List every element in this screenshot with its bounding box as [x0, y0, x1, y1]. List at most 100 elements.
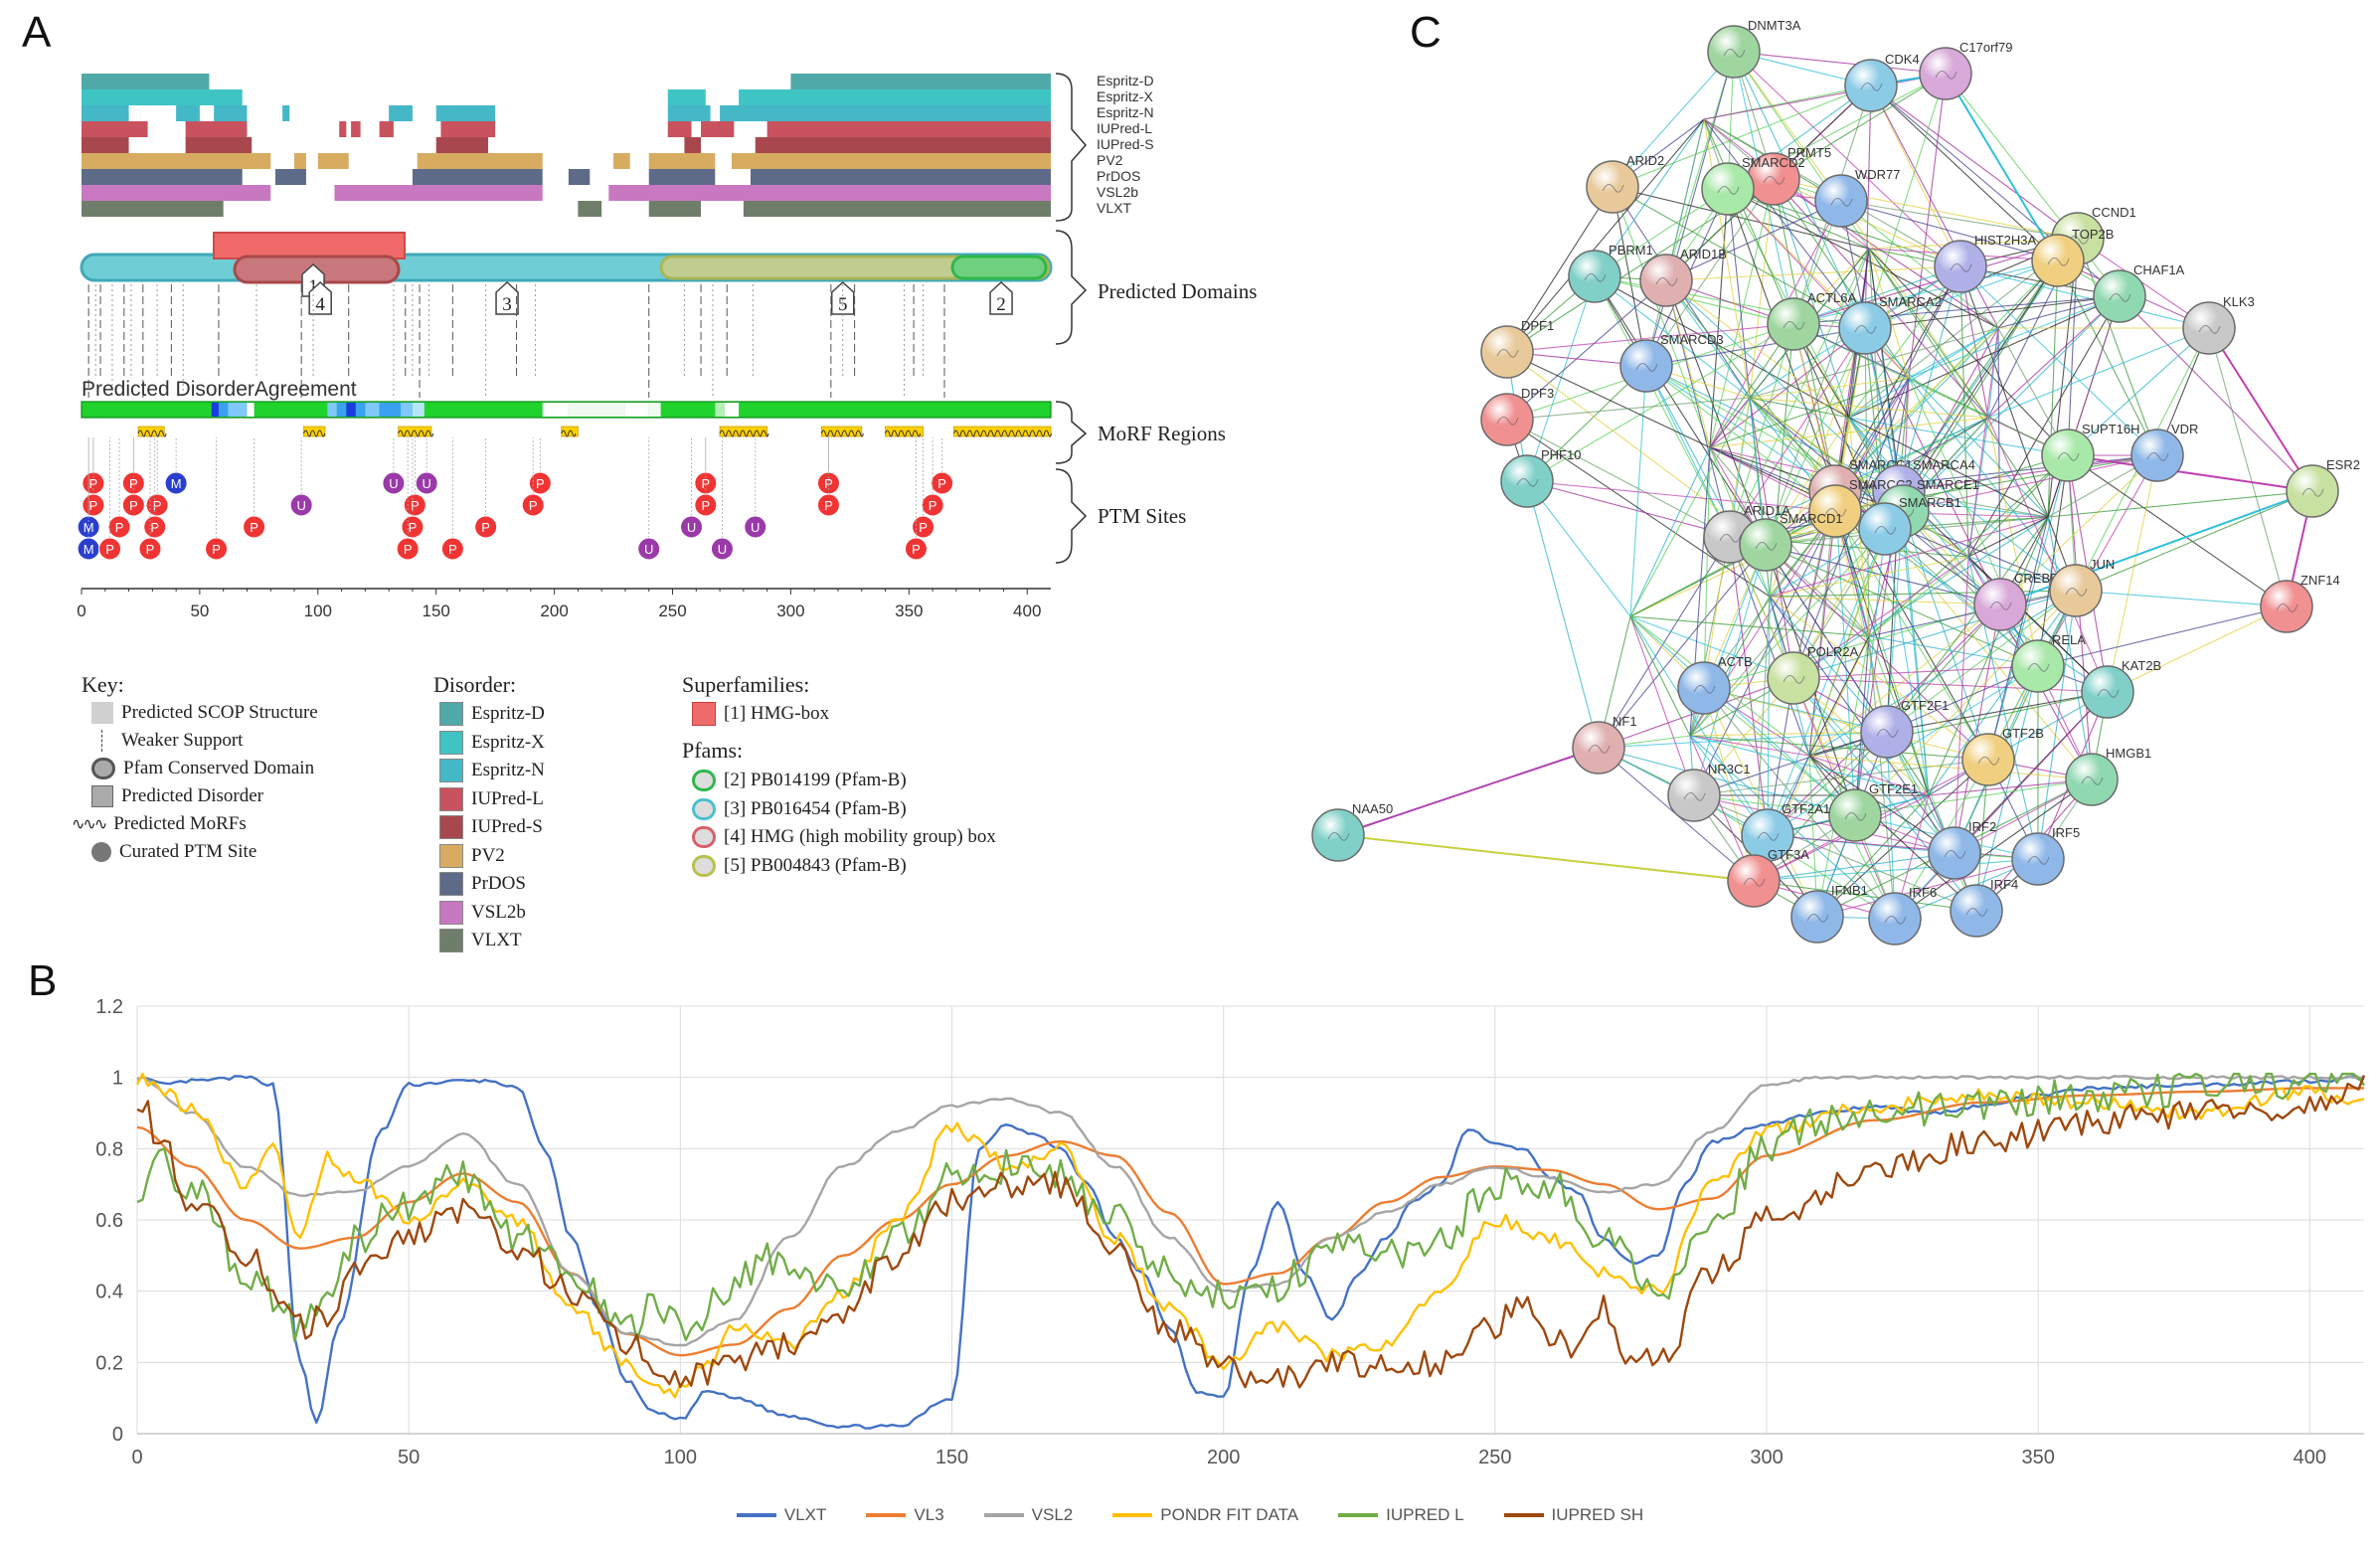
ptm-letter: P — [212, 542, 221, 557]
ptm-site: P — [401, 437, 425, 539]
disorder-segment — [417, 153, 543, 169]
node-jun: JUN — [2049, 557, 2115, 617]
ptm-letter: P — [824, 476, 833, 491]
network-edge — [1733, 51, 1947, 75]
legend-item: PONDR FIT DATA — [1112, 1505, 1298, 1525]
pfams-title: Pfams: — [682, 738, 744, 763]
ptm-letter: P — [701, 498, 710, 513]
ptm-site: P — [528, 437, 552, 495]
disorder-swatch-icon — [439, 815, 463, 839]
node-hmgb1: HMGB1 — [2065, 746, 2151, 806]
ptm-site: P — [82, 437, 105, 517]
node-label: IRF2 — [1968, 819, 1996, 834]
network-edge — [1792, 516, 2049, 679]
network-edge — [1868, 635, 2039, 667]
ptm-site: P — [243, 437, 266, 539]
agreement-segment — [247, 403, 255, 417]
network-edge — [1749, 397, 1850, 419]
legend-item: VL3 — [866, 1505, 944, 1525]
network-edge — [1769, 516, 2049, 598]
legend-line-icon — [1503, 1513, 1544, 1517]
ptm-site: U — [680, 437, 704, 539]
network-edge — [1598, 747, 1856, 816]
agreement-segment — [724, 403, 740, 417]
agreement-segment — [401, 403, 413, 417]
track-vlxt — [82, 201, 1051, 217]
ptm-letter: P — [411, 498, 420, 513]
network-edge — [1753, 880, 1977, 912]
ptm-letter: P — [105, 542, 114, 557]
network-edge — [1864, 73, 1947, 329]
network-edge — [1629, 615, 1691, 737]
disorder-swatch-icon — [439, 730, 463, 755]
network-edge — [1848, 295, 2121, 419]
morf-region — [561, 426, 579, 437]
disorder-segment — [766, 121, 1051, 137]
network-edge — [1997, 327, 2001, 605]
network-edge — [1840, 200, 1999, 329]
disorder-swatch-icon — [439, 702, 463, 726]
panel-letter-b: B — [28, 956, 58, 1005]
disorder-legend-item: Espritz-D — [439, 702, 545, 726]
node-gtf2f1: GTF2F1 — [1860, 698, 1949, 759]
node-label: HIST2H3A — [1974, 233, 2036, 248]
x-tick-label: 250 — [1478, 1447, 1511, 1468]
disorder-segment — [82, 201, 224, 217]
disorder-segment — [351, 121, 361, 137]
ptm-site: P — [816, 437, 840, 517]
disorder-segment — [608, 185, 1051, 201]
ptm-sites-label: PTM Sites — [1098, 504, 1186, 528]
network-edge — [1816, 858, 2039, 918]
disorder-segment — [667, 121, 692, 137]
disorder-segment — [440, 121, 496, 137]
morf-region — [719, 426, 769, 437]
pfam-pill-icon — [692, 854, 716, 877]
node-gtf2a1: GTF2A1 — [1741, 801, 1830, 862]
network-edge — [1693, 794, 1896, 920]
ptm-letter: M — [171, 476, 182, 491]
node-label: TOP2B — [2072, 227, 2114, 242]
disorder-legend-label: VSL2b — [471, 901, 526, 923]
track-label: Espritz-X — [1097, 88, 1153, 104]
network-edge — [1629, 615, 1870, 637]
network-edge — [1645, 118, 1705, 367]
y-tick-label: 0 — [112, 1424, 123, 1446]
axis-tick-label: 250 — [658, 602, 686, 620]
domain-number: 4 — [315, 294, 325, 315]
morf-regions-label: MoRF Regions — [1098, 422, 1226, 445]
key-item-label: Predicted MoRFs — [113, 813, 247, 834]
network-edge — [1894, 691, 2109, 920]
disorder-segment — [389, 105, 413, 121]
disorder-segment — [379, 121, 394, 137]
network-edge — [1987, 516, 2049, 761]
disorder-legend-label: PrDOS — [471, 873, 526, 894]
ptm-site: U — [637, 437, 661, 561]
network-edge — [1703, 73, 1947, 120]
node-label: DPF3 — [1521, 386, 1554, 401]
node-label: NR3C1 — [1708, 762, 1751, 776]
legend-label: VL3 — [914, 1505, 944, 1524]
predicted-domains-label: Predicted Domains — [1098, 279, 1257, 303]
network-edge — [1506, 186, 1614, 353]
key-item-label: Weaker Support — [121, 730, 244, 751]
network-edge — [2208, 327, 2288, 607]
network-edge — [1598, 544, 1767, 749]
weaker-support-lines — [87, 284, 945, 398]
node-label: WDR77 — [1855, 167, 1901, 182]
network-edge — [1767, 834, 2039, 860]
network-edge — [1967, 556, 2109, 693]
network-edge — [1987, 295, 2121, 419]
network-edge — [2047, 490, 2313, 518]
network-edge — [1693, 544, 1767, 796]
network-edge — [1727, 188, 1999, 329]
network-edge — [1594, 275, 1794, 325]
network-edge — [1848, 327, 1999, 419]
node-label: ACTL6A — [1807, 290, 1856, 305]
node-label: C17orf79 — [1959, 40, 2012, 55]
network-edge — [1769, 556, 1969, 598]
network-edge — [2119, 295, 2313, 492]
ptm-site: U — [415, 437, 438, 495]
node-naa50: NAA50 — [1311, 801, 1393, 862]
x-tick-label: 150 — [935, 1447, 968, 1468]
pfam-legend-label: [4] HMG (high mobility group) box — [724, 826, 996, 847]
